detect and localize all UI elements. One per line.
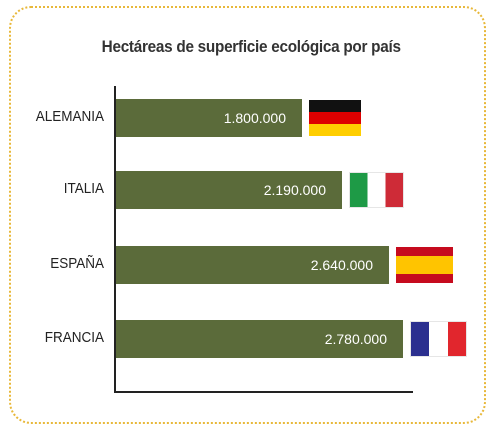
bar-value-label: 2.780.000 bbox=[324, 331, 387, 347]
bar-value-label: 2.190.000 bbox=[263, 182, 326, 198]
bar-alemania: 1.800.000 bbox=[116, 99, 302, 137]
x-axis-line bbox=[114, 391, 413, 393]
italy-flag-icon bbox=[349, 172, 404, 208]
category-label-francia: FRANCIA bbox=[44, 329, 104, 346]
chart-frame bbox=[9, 6, 486, 424]
category-label-alemania: ALEMANIA bbox=[35, 108, 104, 125]
bar-españa: 2.640.000 bbox=[116, 246, 389, 284]
chart-title: Hectáreas de superficie ecológica por pa… bbox=[101, 37, 401, 56]
bar-value-label: 2.640.000 bbox=[310, 257, 373, 273]
bar-value-label: 1.800.000 bbox=[223, 110, 286, 126]
y-axis-line bbox=[114, 86, 116, 393]
bar-francia: 2.780.000 bbox=[116, 320, 403, 358]
category-label-españa: ESPAÑA bbox=[50, 255, 104, 272]
bar-italia: 2.190.000 bbox=[116, 171, 342, 209]
spain-flag-icon bbox=[396, 247, 453, 283]
germany-flag-icon bbox=[309, 100, 361, 136]
category-label-italia: ITALIA bbox=[63, 180, 104, 197]
france-flag-icon bbox=[410, 321, 467, 357]
